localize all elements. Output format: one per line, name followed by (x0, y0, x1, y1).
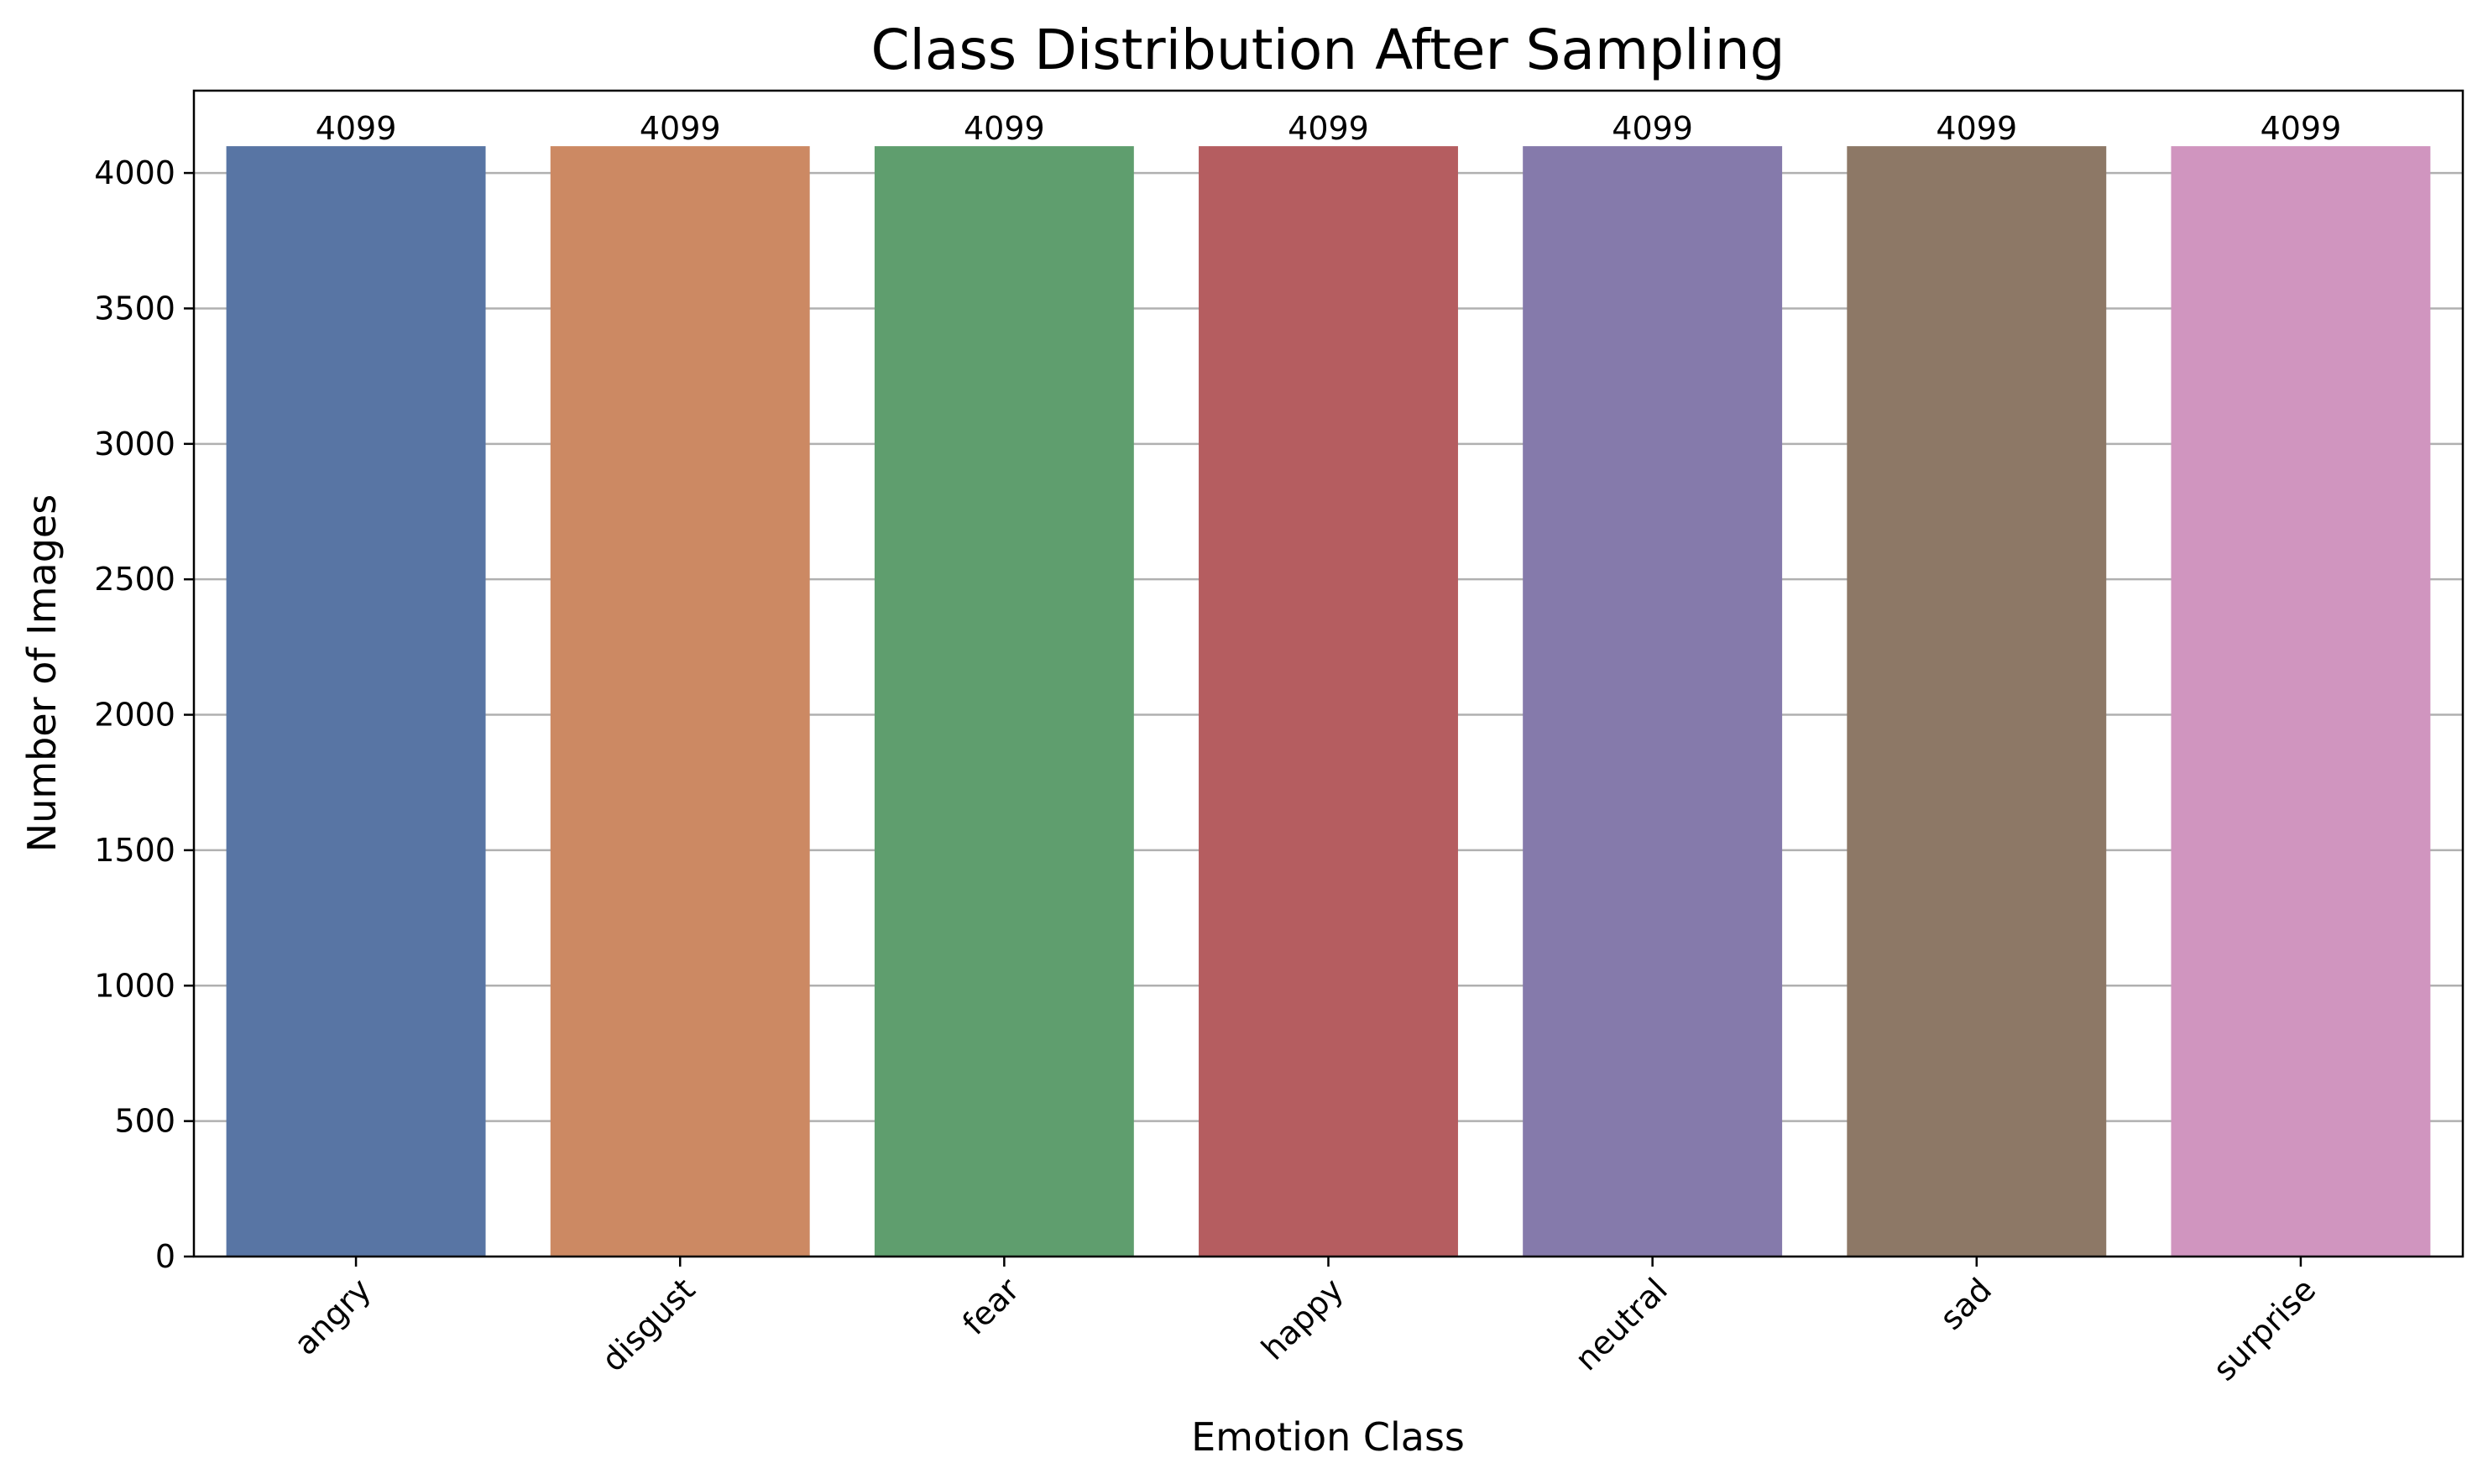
bar-neutral (1523, 146, 1783, 1257)
bar-surprise (2171, 146, 2431, 1257)
bar-fear (874, 146, 1134, 1257)
x-axis: angry disgust fear happy neutral sad surprise (287, 1257, 2323, 1388)
chart-title: Class Distribution After Sampling (870, 18, 1785, 82)
bar-sad (1847, 146, 2107, 1257)
x-tick-label: angry (287, 1271, 379, 1362)
data-label: 4099 (640, 110, 721, 147)
data-labels: 4099 4099 4099 4099 4099 4099 4099 (316, 110, 2342, 147)
data-label: 4099 (1288, 110, 1369, 147)
data-label: 4099 (2261, 110, 2342, 147)
y-tick-label: 3500 (94, 290, 175, 327)
y-axis-label: Number of Images (19, 494, 65, 852)
bars (226, 146, 2431, 1257)
x-tick-label: disgust (594, 1271, 702, 1378)
y-tick-label: 1500 (94, 832, 175, 869)
x-axis-label: Emotion Class (1191, 1414, 1465, 1460)
y-tick-label: 2500 (94, 561, 175, 598)
x-tick-label: sad (1933, 1271, 1999, 1337)
y-tick-label: 2000 (94, 697, 175, 734)
data-label: 4099 (964, 110, 1045, 147)
y-axis: 0 500 1000 1500 2000 2500 3000 3500 4000 (94, 154, 194, 1275)
y-tick-label: 1000 (94, 967, 175, 1004)
data-label: 4099 (1612, 110, 1693, 147)
bar-disgust (550, 146, 810, 1257)
y-tick-label: 4000 (94, 154, 175, 191)
y-tick-label: 3000 (94, 426, 175, 462)
y-tick-label: 500 (114, 1103, 175, 1140)
x-tick-label: happy (1254, 1271, 1351, 1367)
y-tick-label: 0 (155, 1238, 175, 1275)
x-tick-label: surprise (2206, 1271, 2323, 1387)
data-label: 4099 (1936, 110, 2017, 147)
data-label: 4099 (316, 110, 397, 147)
x-tick-label: fear (955, 1271, 1027, 1342)
bar-happy (1199, 146, 1458, 1257)
x-tick-label: neutral (1568, 1271, 1675, 1377)
plot-frame (192, 89, 2464, 1258)
bar-angry (226, 146, 486, 1257)
